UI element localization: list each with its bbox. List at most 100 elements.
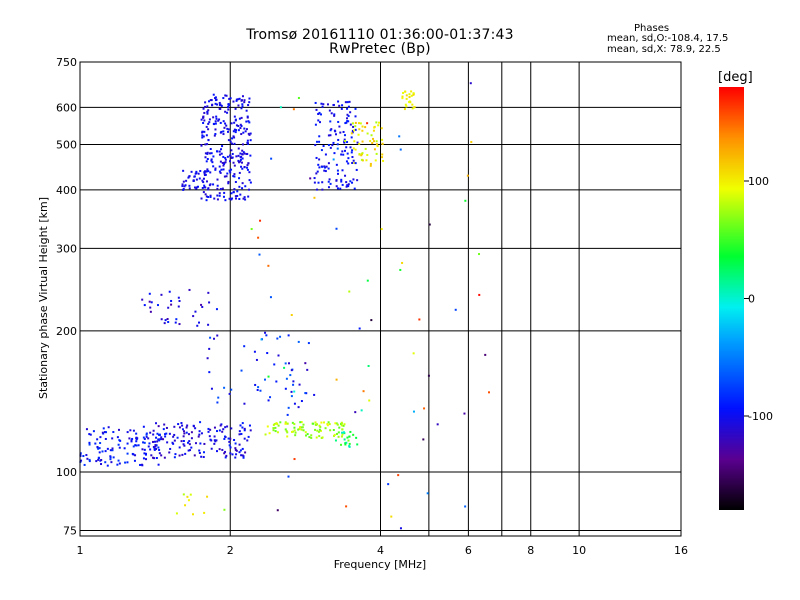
data-point: [223, 386, 226, 389]
data-point: [233, 438, 236, 441]
data-point: [178, 454, 181, 457]
data-point: [297, 96, 300, 99]
data-point: [202, 135, 205, 138]
data-point: [249, 181, 252, 184]
data-point: [339, 131, 342, 134]
data-point: [318, 121, 321, 124]
data-point: [118, 446, 121, 449]
data-point: [224, 426, 227, 429]
data-point: [249, 154, 252, 157]
data-point: [247, 162, 250, 165]
data-point: [202, 115, 205, 118]
data-point: [297, 340, 300, 343]
data-point: [96, 438, 99, 441]
data-point: [126, 452, 129, 455]
data-point: [214, 102, 217, 105]
data-point: [340, 178, 343, 181]
data-point: [370, 319, 373, 322]
data-point: [291, 430, 294, 433]
data-point: [109, 458, 112, 461]
data-point: [267, 264, 270, 267]
data-point: [347, 157, 350, 160]
data-point: [190, 446, 193, 449]
data-point: [180, 440, 183, 443]
data-point: [100, 458, 103, 461]
data-point: [234, 118, 237, 121]
data-point: [319, 429, 322, 432]
data-point: [101, 431, 104, 434]
data-point: [463, 412, 466, 415]
data-point: [317, 430, 320, 433]
data-point: [246, 168, 249, 171]
x-axis-label: Frequency [MHz]: [334, 558, 426, 571]
data-point: [284, 428, 287, 431]
data-point: [313, 177, 316, 180]
data-point: [154, 444, 157, 447]
data-point: [264, 378, 267, 381]
data-point: [297, 428, 300, 431]
data-point: [239, 193, 242, 196]
data-point: [232, 135, 235, 138]
y-tick-label: 75: [63, 525, 77, 538]
data-point: [241, 422, 244, 425]
data-point: [222, 428, 225, 431]
data-point: [145, 433, 148, 436]
data-point: [156, 432, 159, 435]
data-point: [301, 426, 304, 429]
data-point: [273, 363, 276, 366]
data-point: [333, 113, 336, 116]
data-point: [229, 97, 232, 100]
data-point: [155, 422, 158, 425]
data-point: [349, 430, 352, 433]
data-point: [182, 440, 185, 443]
data-point: [241, 95, 244, 98]
data-point: [185, 179, 188, 182]
data-point: [175, 512, 178, 515]
data-point: [222, 195, 225, 198]
data-point: [335, 422, 338, 425]
data-point: [218, 118, 221, 121]
data-point: [213, 435, 216, 438]
data-point: [143, 452, 146, 455]
data-point: [304, 392, 307, 395]
data-point: [381, 142, 384, 145]
data-point: [243, 196, 246, 199]
data-point: [150, 301, 153, 304]
data-point: [226, 130, 229, 133]
data-point: [345, 185, 348, 188]
data-point: [241, 454, 244, 457]
data-point: [348, 442, 351, 445]
data-point: [234, 442, 237, 445]
data-point: [227, 128, 230, 131]
data-point: [213, 426, 216, 429]
data-point: [135, 440, 138, 443]
data-point: [401, 95, 404, 98]
data-point: [234, 456, 237, 459]
y-tick-label: 300: [56, 242, 77, 255]
data-point: [315, 436, 318, 439]
data-point: [177, 423, 180, 426]
data-point: [292, 380, 295, 383]
data-point: [97, 447, 100, 450]
data-point: [351, 131, 354, 134]
data-point: [201, 136, 204, 139]
data-point: [238, 197, 241, 200]
data-point: [234, 107, 237, 110]
data-point: [142, 436, 145, 439]
data-point: [100, 463, 103, 466]
data-point: [246, 439, 249, 442]
data-point: [244, 130, 247, 133]
data-point: [212, 155, 215, 158]
data-point: [152, 429, 155, 432]
data-point: [336, 172, 339, 175]
data-point: [206, 143, 209, 146]
data-point: [214, 122, 217, 125]
y-tick-label: 400: [56, 184, 77, 197]
data-point: [85, 454, 88, 457]
data-point: [299, 426, 302, 429]
data-point: [351, 161, 354, 164]
data-point: [232, 175, 235, 178]
data-point: [203, 130, 206, 133]
data-point: [242, 131, 245, 134]
data-point: [188, 288, 191, 291]
